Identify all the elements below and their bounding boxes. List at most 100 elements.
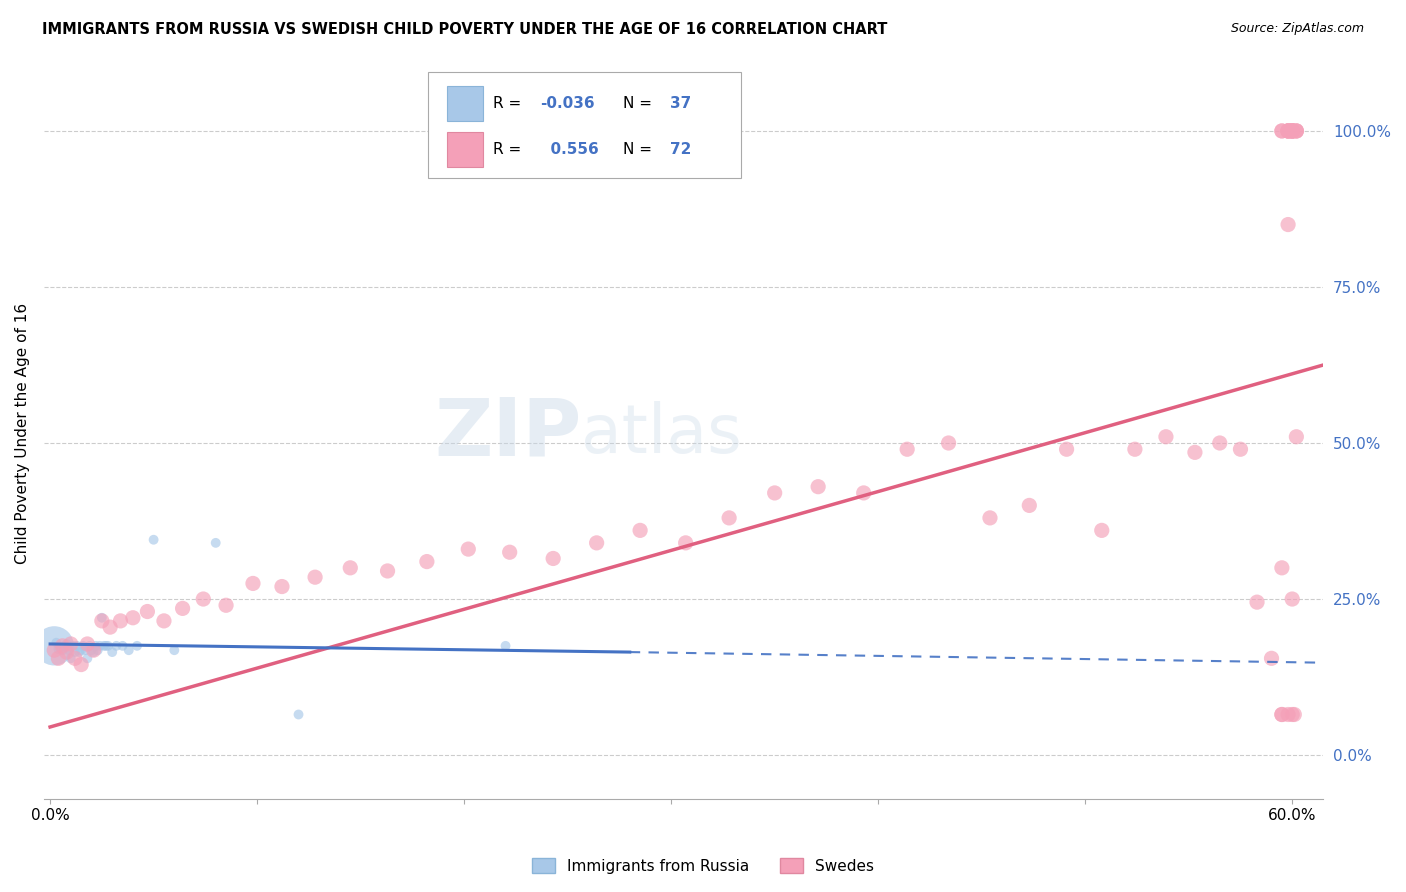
Point [1281, 124, 1303, 138]
Point [271, 580, 294, 594]
Point [172, 601, 194, 615]
Text: -0.036: -0.036 [540, 96, 595, 111]
Point [339, 561, 361, 575]
Bar [447, 86, 482, 121]
Point [59, 637, 82, 651]
Point [1281, 707, 1303, 722]
Text: 37: 37 [669, 96, 690, 111]
Point [55, 645, 77, 659]
Point [1184, 445, 1206, 459]
Text: 0.556: 0.556 [540, 142, 599, 157]
Point [75, 643, 97, 657]
Point [1277, 124, 1299, 138]
Point [51, 639, 73, 653]
Text: Source: ZipAtlas.com: Source: ZipAtlas.com [1230, 22, 1364, 36]
Point [62, 639, 84, 653]
Point [63, 645, 86, 659]
Point [287, 707, 309, 722]
Point [718, 511, 741, 525]
Text: N =: N = [623, 96, 658, 111]
Point [63, 651, 86, 665]
Point [304, 570, 326, 584]
Text: N =: N = [623, 142, 658, 157]
Point [89, 639, 111, 653]
Text: R =: R = [494, 142, 526, 157]
Point [1277, 124, 1299, 138]
Point [59, 651, 82, 665]
Point [852, 486, 875, 500]
Point [90, 614, 112, 628]
Point [76, 651, 98, 665]
Point [1281, 124, 1303, 138]
Point [1271, 561, 1294, 575]
Point [125, 639, 148, 653]
Point [1260, 651, 1282, 665]
Point [93, 639, 115, 653]
Point [1285, 124, 1308, 138]
Point [499, 545, 522, 559]
Point [1271, 707, 1294, 722]
Point [585, 536, 607, 550]
Point [1056, 442, 1078, 457]
Text: atlas: atlas [581, 401, 742, 467]
Point [48, 642, 70, 657]
Point [97, 639, 120, 653]
Point [215, 599, 238, 613]
Point [136, 605, 159, 619]
Point [70, 643, 93, 657]
Point [105, 639, 128, 653]
Point [1281, 124, 1303, 138]
Point [193, 592, 215, 607]
Point [675, 536, 697, 550]
Point [83, 643, 105, 657]
Point [1285, 124, 1308, 138]
Point [86, 643, 108, 657]
Point [53, 639, 76, 653]
Point [122, 611, 145, 625]
Point [1154, 430, 1177, 444]
Point [153, 614, 176, 628]
Point [457, 542, 479, 557]
Point [67, 645, 90, 659]
Point [1209, 436, 1232, 450]
Point [94, 639, 117, 653]
Point [1281, 592, 1303, 607]
Point [1246, 595, 1268, 609]
Point [48, 651, 70, 665]
Point [163, 643, 186, 657]
Text: IMMIGRANTS FROM RUSSIA VS SWEDISH CHILD POVERTY UNDER THE AGE OF 16 CORRELATION : IMMIGRANTS FROM RUSSIA VS SWEDISH CHILD … [42, 22, 887, 37]
Point [1281, 124, 1303, 138]
Point [90, 611, 112, 625]
Point [66, 639, 89, 653]
Point [110, 614, 132, 628]
Point [111, 639, 134, 653]
Point [628, 524, 651, 538]
Legend: Immigrants from Russia, Swedes: Immigrants from Russia, Swedes [526, 852, 880, 880]
Text: 72: 72 [669, 142, 690, 157]
FancyBboxPatch shape [427, 72, 741, 178]
Point [416, 555, 439, 569]
Point [101, 645, 124, 659]
Text: ZIP: ZIP [434, 394, 581, 473]
Point [1285, 124, 1308, 138]
Point [44, 639, 66, 653]
Point [79, 639, 101, 653]
Point [1271, 124, 1294, 138]
Point [76, 637, 98, 651]
Point [80, 643, 103, 657]
Point [51, 643, 73, 657]
Point [83, 645, 105, 659]
Point [1277, 218, 1299, 232]
Point [84, 639, 107, 653]
Point [45, 636, 67, 650]
Point [1271, 707, 1294, 722]
Point [98, 620, 121, 634]
Point [1123, 442, 1146, 457]
Point [1271, 124, 1294, 138]
Point [70, 657, 93, 672]
Point [142, 533, 165, 547]
Point [72, 639, 94, 653]
Text: R =: R = [494, 96, 526, 111]
Point [938, 436, 960, 450]
Point [763, 486, 786, 500]
